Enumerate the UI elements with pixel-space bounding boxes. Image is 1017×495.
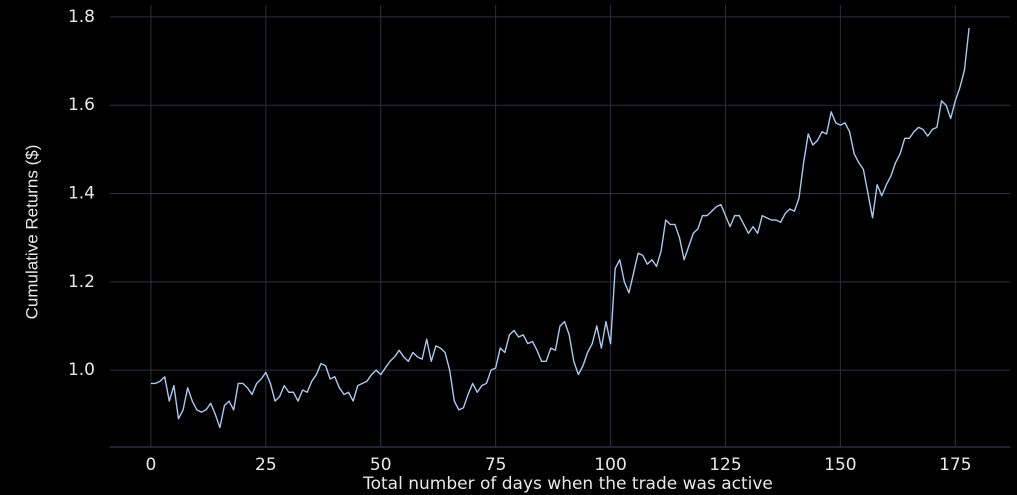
y-tick-label: 1.2 (68, 272, 95, 292)
x-tick-label: 150 (824, 455, 856, 475)
x-tick-label: 0 (145, 455, 156, 475)
data-line (150, 27, 970, 429)
y-tick-label: 1.8 (68, 7, 95, 27)
x-tick-label: 125 (709, 455, 741, 475)
x-axis-label: Total number of days when the trade was … (362, 474, 773, 494)
y-tick-label: 1.0 (68, 360, 95, 380)
y-tick-label: 1.4 (68, 184, 95, 204)
y-tick-label: 1.6 (68, 95, 95, 115)
x-tick-label: 175 (939, 455, 971, 475)
x-tick-label: 75 (485, 455, 507, 475)
x-tick-label: 25 (255, 455, 277, 475)
y-axis-label: Cumulative Returns ($) (22, 145, 41, 320)
x-tick-label: 50 (370, 455, 392, 475)
x-tick-label: 100 (594, 455, 626, 475)
